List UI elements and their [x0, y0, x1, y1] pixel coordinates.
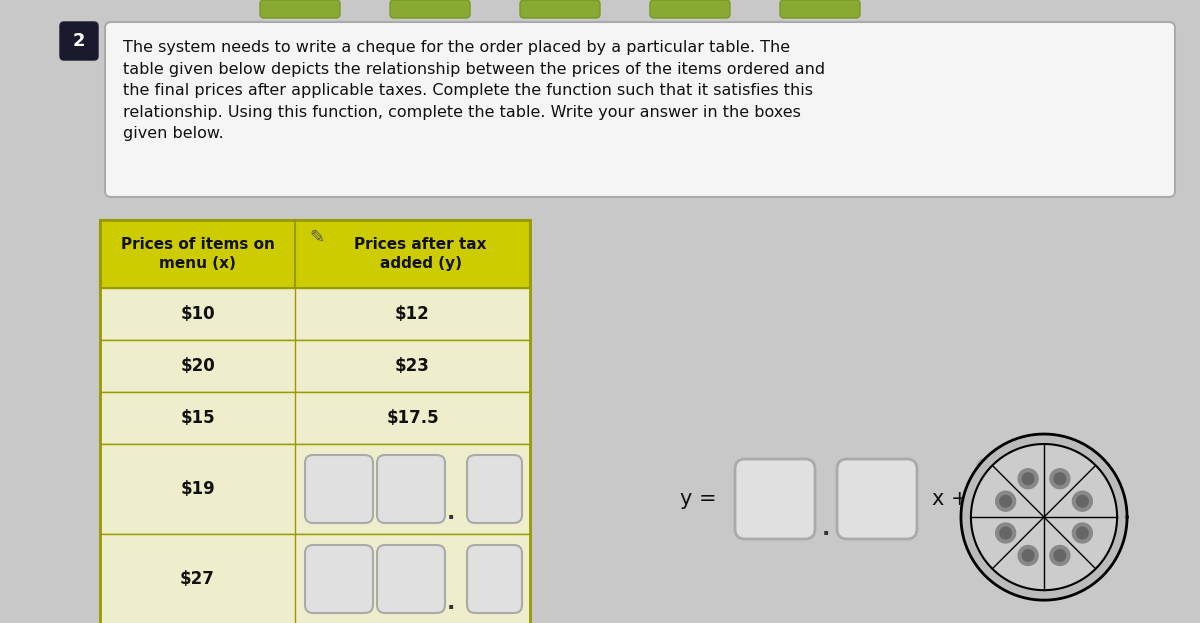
- FancyBboxPatch shape: [305, 545, 373, 613]
- Circle shape: [1054, 549, 1066, 561]
- Text: .: .: [822, 519, 830, 539]
- Circle shape: [1076, 495, 1088, 507]
- Circle shape: [1050, 546, 1070, 566]
- Bar: [100, 534, 530, 623]
- Text: $23: $23: [395, 357, 430, 375]
- Text: ✎: ✎: [310, 229, 324, 247]
- FancyBboxPatch shape: [977, 459, 1057, 539]
- Text: $19: $19: [180, 480, 215, 498]
- Text: $10: $10: [180, 305, 215, 323]
- Circle shape: [1018, 468, 1038, 488]
- Bar: [100, 340, 530, 392]
- Text: $15: $15: [180, 409, 215, 427]
- Circle shape: [1018, 546, 1038, 566]
- FancyBboxPatch shape: [377, 545, 445, 613]
- FancyBboxPatch shape: [305, 455, 373, 523]
- Text: .: .: [446, 593, 455, 613]
- Text: $12: $12: [395, 305, 430, 323]
- Text: $17.5: $17.5: [386, 409, 439, 427]
- Text: y =: y =: [680, 489, 716, 509]
- FancyBboxPatch shape: [390, 0, 470, 18]
- Text: Prices after tax
added (y): Prices after tax added (y): [354, 237, 487, 272]
- Text: x +: x +: [932, 489, 968, 509]
- Circle shape: [996, 523, 1015, 543]
- Text: 2: 2: [73, 32, 85, 50]
- Bar: [100, 444, 530, 534]
- Circle shape: [1022, 473, 1034, 485]
- FancyBboxPatch shape: [650, 0, 730, 18]
- Circle shape: [1050, 468, 1070, 488]
- Text: Prices of items on
menu (x): Prices of items on menu (x): [120, 237, 275, 272]
- Text: $20: $20: [180, 357, 215, 375]
- Text: $27: $27: [180, 570, 215, 588]
- FancyBboxPatch shape: [838, 459, 917, 539]
- FancyBboxPatch shape: [467, 455, 522, 523]
- Bar: [100, 288, 530, 340]
- FancyBboxPatch shape: [467, 545, 522, 613]
- Bar: [100, 392, 530, 444]
- Bar: [100, 220, 530, 288]
- Circle shape: [1076, 527, 1088, 539]
- Circle shape: [1000, 495, 1012, 507]
- Text: .: .: [446, 503, 455, 523]
- Circle shape: [996, 491, 1015, 511]
- FancyBboxPatch shape: [734, 459, 815, 539]
- Polygon shape: [961, 434, 1127, 600]
- Circle shape: [1073, 523, 1092, 543]
- FancyBboxPatch shape: [780, 0, 860, 18]
- FancyBboxPatch shape: [106, 22, 1175, 197]
- Circle shape: [1073, 491, 1092, 511]
- Circle shape: [1054, 473, 1066, 485]
- FancyBboxPatch shape: [520, 0, 600, 18]
- FancyBboxPatch shape: [377, 455, 445, 523]
- Circle shape: [1022, 549, 1034, 561]
- FancyBboxPatch shape: [60, 22, 98, 60]
- Text: The system needs to write a cheque for the order placed by a particular table. T: The system needs to write a cheque for t…: [124, 40, 826, 141]
- Circle shape: [1000, 527, 1012, 539]
- FancyBboxPatch shape: [260, 0, 340, 18]
- Polygon shape: [971, 444, 1117, 590]
- Bar: [100, 220, 530, 623]
